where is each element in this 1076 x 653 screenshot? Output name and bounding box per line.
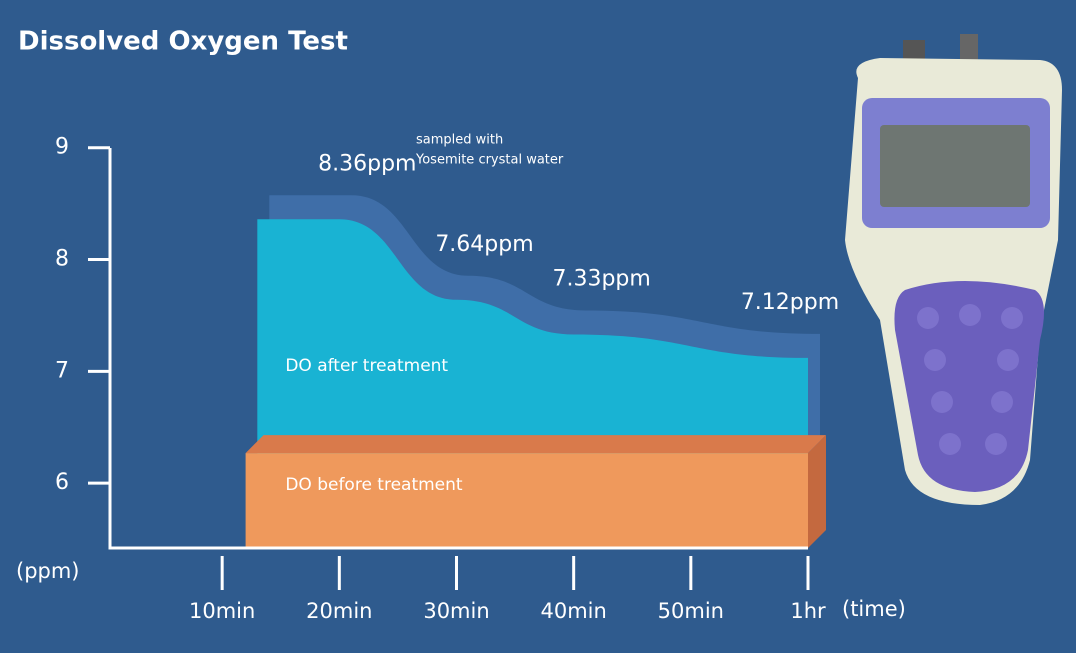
x-tick-label: 50min	[658, 599, 724, 623]
meter-key	[959, 304, 981, 326]
meter-key	[997, 349, 1019, 371]
x-tick-label: 10min	[189, 599, 255, 623]
chart: Dissolved Oxygen Test sampled with Yosem…	[0, 0, 1076, 653]
y-tick-label: 7	[55, 358, 69, 383]
meter-key	[931, 391, 953, 413]
y-tick-label: 6	[55, 470, 69, 495]
data-label: 8.36ppm	[318, 151, 416, 176]
x-tick-label: 1hr	[790, 599, 826, 623]
x-tick-label: 30min	[423, 599, 489, 623]
meter-connector	[960, 34, 978, 62]
meter-key	[1001, 307, 1023, 329]
x-tick-label: 40min	[541, 599, 607, 623]
meter-key	[939, 433, 961, 455]
annotation: Yosemite crystal water	[415, 153, 564, 168]
y-tick-label: 8	[55, 247, 69, 272]
meter-key	[991, 391, 1013, 413]
chart-title: Dissolved Oxygen Test	[18, 27, 348, 57]
box-top	[246, 435, 826, 453]
annotation: sampled with	[416, 133, 503, 148]
series-label: DO after treatment	[285, 356, 448, 376]
series-label: DO before treatment	[285, 475, 463, 495]
meter-key	[917, 307, 939, 329]
data-label: 7.12ppm	[741, 290, 839, 315]
x-tick-label: 20min	[306, 599, 372, 623]
data-label: 7.33ppm	[552, 266, 650, 291]
meter-key	[924, 349, 946, 371]
y-axis-label: (ppm)	[16, 559, 80, 583]
area	[246, 453, 808, 548]
y-tick-label: 9	[55, 135, 69, 160]
box-side	[808, 435, 826, 548]
data-label: 7.64ppm	[435, 232, 533, 257]
meter-screen	[880, 125, 1030, 207]
x-axis-label: (time)	[842, 597, 906, 621]
meter-key	[985, 433, 1007, 455]
